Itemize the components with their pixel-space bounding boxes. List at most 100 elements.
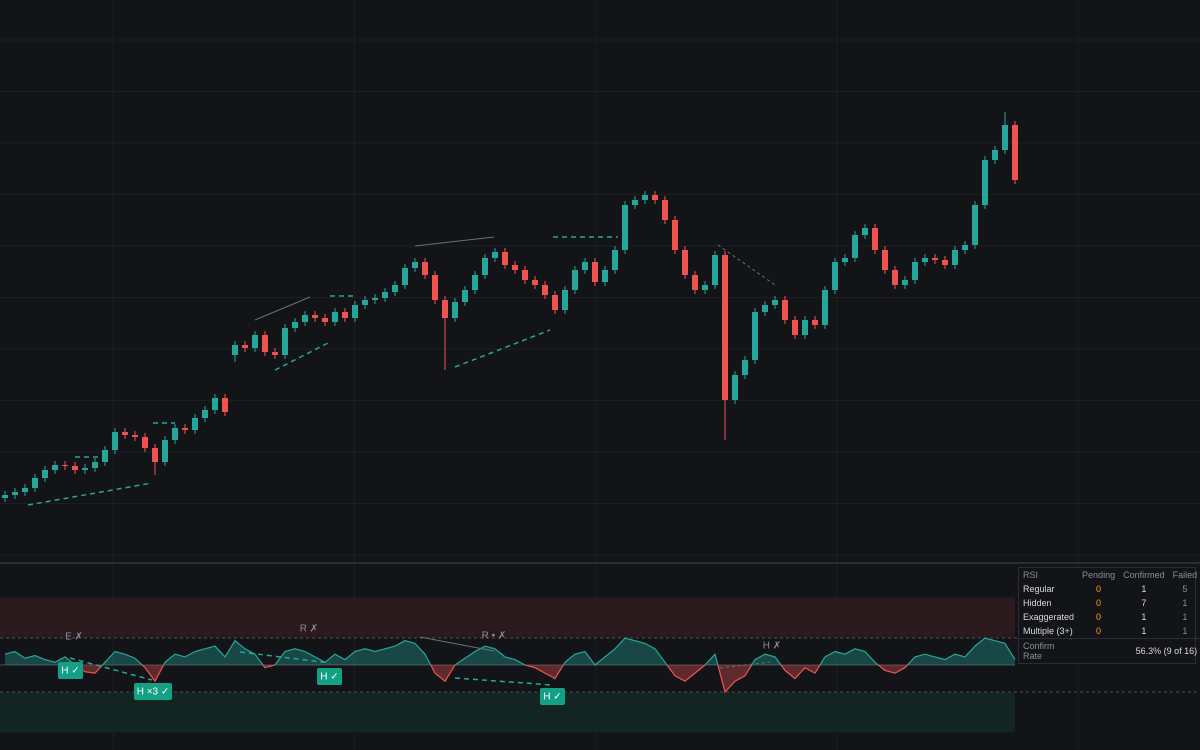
table-row: Hidden 0 7 1: [1019, 596, 1200, 610]
divergence-line: [27, 482, 153, 506]
table-row: Multiple (3+) 0 1 1: [1019, 624, 1200, 639]
candle-body: [672, 220, 678, 250]
rsi-failed-divergences: [419, 636, 771, 669]
candle-body: [322, 318, 328, 322]
header-cell: Confirmed: [1123, 570, 1165, 580]
candle-body: [772, 300, 778, 305]
candle-body: [532, 280, 538, 285]
candle-body: [392, 285, 398, 292]
candle-body: [412, 262, 418, 268]
candle-body: [292, 322, 298, 328]
candle-body: [182, 428, 188, 430]
table-cell: Hidden: [1023, 598, 1052, 608]
candle-body: [192, 418, 198, 430]
candle-body: [162, 440, 168, 462]
candle-body: [882, 250, 888, 270]
candle-body: [692, 275, 698, 290]
badge-label: H ✓: [543, 692, 561, 703]
table: RSI Pending Confirmed Failed Regular 0 1 5 H…: [1019, 568, 1200, 663]
table-cell: Exaggerated: [1023, 612, 1075, 622]
candle-body: [432, 275, 438, 300]
rsi-divergences: [69, 651, 553, 686]
candle-body: [82, 468, 88, 470]
candle-body: [662, 200, 668, 220]
candle-body: [972, 205, 978, 245]
candle-body: [92, 462, 98, 468]
divergence-line: [414, 236, 495, 247]
table-footer: Confirm Rate 56.3% (9 of 16): [1019, 638, 1200, 663]
candle-body: [52, 465, 58, 470]
table-cell: 1: [1141, 612, 1147, 622]
candle-body: [372, 298, 378, 300]
candle-body: [142, 437, 148, 448]
candle-body: [752, 312, 758, 360]
candles: [2, 112, 1018, 502]
table-cell: Multiple (3+): [1023, 626, 1073, 636]
candle-body: [632, 200, 638, 205]
candle-body: [12, 492, 18, 495]
candle-body: [802, 320, 808, 335]
divergence-line: [254, 296, 311, 321]
candle-body: [152, 448, 158, 462]
candle-body: [242, 345, 248, 348]
candle-body: [582, 262, 588, 270]
table-cell: 0: [1096, 584, 1102, 594]
candle-body: [852, 235, 858, 258]
candle-body: [282, 328, 288, 355]
header-cell: Failed: [1172, 570, 1198, 580]
candle-body: [492, 252, 498, 258]
candle-body: [722, 255, 728, 400]
candle-body: [952, 250, 958, 265]
candle-body: [462, 290, 468, 302]
candle-body: [22, 488, 28, 492]
table-cell: 1: [1182, 598, 1188, 608]
candle-body: [402, 268, 408, 285]
candle-body: [892, 270, 898, 285]
candle-body: [702, 285, 708, 290]
candle-body: [112, 432, 118, 450]
candle-body: [442, 300, 448, 318]
candle-body: [912, 262, 918, 280]
badge-box: [58, 662, 83, 679]
candle-body: [542, 285, 548, 295]
candle-body: [592, 262, 598, 282]
candle-body: [602, 270, 608, 282]
table-cell: 1: [1182, 626, 1188, 636]
candle-body: [472, 275, 478, 290]
candle-body: [222, 398, 228, 412]
candle-body: [352, 305, 358, 318]
candle-body: [42, 470, 48, 478]
table-cell: 1: [1141, 626, 1147, 636]
candle-body: [72, 466, 78, 470]
badge-box: [540, 688, 565, 705]
candle-body: [982, 160, 988, 205]
badge-box: [134, 683, 172, 700]
candle-body: [742, 360, 748, 375]
candle-body: [482, 258, 488, 275]
table-cell: 0: [1096, 598, 1102, 608]
candle-body: [272, 352, 278, 355]
header-cell: Pending: [1082, 570, 1116, 580]
candle-body: [572, 270, 578, 290]
candle-body: [762, 305, 768, 312]
candle-body: [652, 195, 658, 200]
candle-body: [312, 315, 318, 318]
candle-body: [962, 245, 968, 250]
candle-body: [832, 262, 838, 290]
candle-body: [362, 300, 368, 305]
candle-body: [642, 195, 648, 200]
table-cell: 0: [1096, 626, 1102, 636]
price-divergences: [27, 236, 618, 506]
candle-body: [452, 302, 458, 318]
badge: H ✓: [540, 688, 565, 705]
table-cell: Regular: [1023, 584, 1055, 594]
annotation: E ✗: [65, 632, 83, 643]
candle-body: [922, 258, 928, 262]
badge: H ✓: [317, 668, 342, 685]
overbought-zone: [0, 597, 1015, 638]
candle-body: [792, 320, 798, 335]
candle-body: [522, 270, 528, 280]
